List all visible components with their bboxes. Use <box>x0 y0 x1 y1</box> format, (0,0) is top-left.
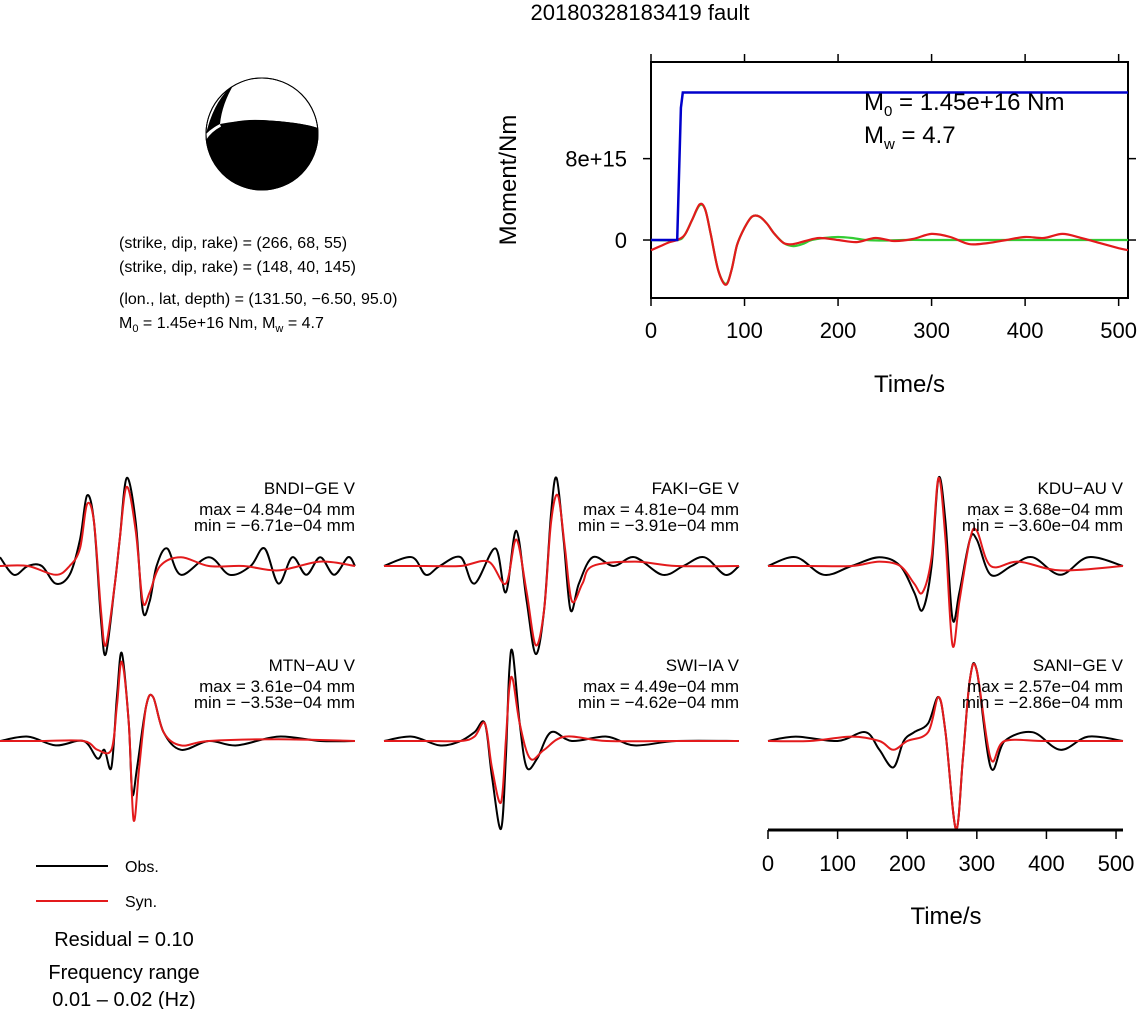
station-name: MTN−AU V <box>269 656 356 675</box>
moment-summary: M0 = 1.45e+16 Nm, Mw = 4.7 <box>119 315 324 335</box>
synthetic-moment-rate-line <box>650 202 1129 286</box>
station-max: max = 4.49e−04 mm <box>583 677 739 696</box>
x-tick-label: 500 <box>1098 851 1135 876</box>
x-tick-label: 100 <box>726 318 763 343</box>
x-tick-label: 300 <box>958 851 995 876</box>
station-max: max = 3.68e−04 mm <box>967 500 1123 519</box>
mw-annotation: Mw = 4.7 <box>864 122 956 153</box>
nodal-plane-1: (strike, dip, rake) = (266, 68, 55) <box>119 235 347 252</box>
x-tick-label: 100 <box>819 851 856 876</box>
station-name: KDU−AU V <box>1038 479 1124 498</box>
station-max: max = 2.57e−04 mm <box>967 677 1123 696</box>
x-tick-label: 400 <box>1028 851 1065 876</box>
station-name: FAKI−GE V <box>652 479 740 498</box>
x-tick-label: 400 <box>1007 318 1044 343</box>
x-axis-label: Time/s <box>874 371 945 398</box>
moment-chart: 0 100 200 300 400 500 0 8e+15 Time/s Moment/Nm M0 … <box>495 54 1137 398</box>
cumulative-moment-line <box>651 91 1128 242</box>
frequency-range-value: 0.01 – 0.02 (Hz) <box>52 989 195 1009</box>
station-max: max = 3.61e−04 mm <box>199 677 355 696</box>
synthetic-waveform <box>767 662 1123 831</box>
mechanism-info: (strike, dip, rake) = (266, 68, 55) (str… <box>119 235 397 335</box>
legend-obs-label: Obs. <box>125 859 159 876</box>
station-min: min = −2.86e−04 mm <box>962 693 1123 712</box>
residual-text: Residual = 0.10 <box>54 929 194 951</box>
figure-title: 20180328183419 fault <box>531 0 750 25</box>
station-min: min = −4.62e−04 mm <box>578 693 739 712</box>
frequency-range-label: Frequency range <box>48 962 199 984</box>
x-tick-label: 500 <box>1100 318 1137 343</box>
source-time-function-line <box>650 203 1128 285</box>
synthetic-waveform <box>383 493 740 647</box>
synthetic-waveform <box>0 660 356 822</box>
observed-waveform <box>767 475 1124 623</box>
legend-syn-label: Syn. <box>125 894 157 911</box>
station-min: min = −3.91e−04 mm <box>578 516 739 535</box>
moment-plot-frame <box>650 61 1129 299</box>
station-name: BNDI−GE V <box>264 479 356 498</box>
hypocenter-location: (lon., lat, depth) = (131.50, −6.50, 95.… <box>119 291 397 308</box>
focal-mechanism-beachball <box>205 77 319 191</box>
synthetic-waveform <box>0 485 356 647</box>
nodal-plane-2: (strike, dip, rake) = (148, 40, 145) <box>119 259 356 276</box>
synthetic-waveform <box>767 476 1124 648</box>
y-tick-label: 0 <box>615 228 627 253</box>
x-tick-label: 300 <box>913 318 950 343</box>
synthetic-waveform <box>384 675 739 804</box>
station-min: min = −6.71e−04 mm <box>194 516 355 535</box>
station-name: SWI−IA V <box>666 656 740 675</box>
x-tick-label: 0 <box>762 851 774 876</box>
y-axis-label: Moment/Nm <box>495 115 522 246</box>
station-name: SANI−GE V <box>1033 656 1124 675</box>
station-max: max = 4.84e−04 mm <box>199 500 355 519</box>
station-min: min = −3.53e−04 mm <box>194 693 355 712</box>
station-max: max = 4.81e−04 mm <box>583 500 739 519</box>
station-min: min = −3.60e−04 mm <box>962 516 1123 535</box>
x-axis-label: Time/s <box>910 903 981 930</box>
x-tick-label: 200 <box>889 851 926 876</box>
waveform-time-axis: 0 100 200 300 400 500 Time/s <box>762 828 1135 930</box>
m0-annotation: M0 = 1.45e+16 Nm <box>864 89 1064 120</box>
y-tick-label: 8e+15 <box>565 147 627 172</box>
legend: Obs. Syn. <box>36 859 159 911</box>
x-tick-label: 0 <box>645 318 657 343</box>
x-tick-label: 200 <box>820 318 857 343</box>
observed-waveform <box>0 476 356 657</box>
